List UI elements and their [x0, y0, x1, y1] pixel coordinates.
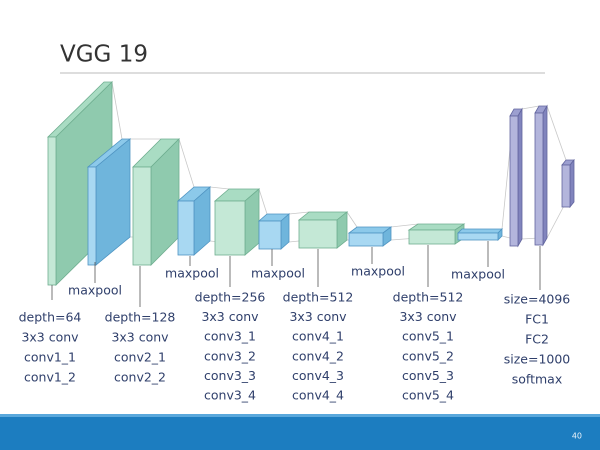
connector [258, 188, 268, 215]
layer-block [561, 158, 575, 209]
layer-block [534, 104, 548, 247]
network-diagram [47, 81, 575, 307]
layer-label: depth=512 [393, 290, 464, 305]
layer-label: depth=256 [195, 290, 266, 305]
page-number: 40 [572, 432, 582, 441]
block-top [457, 228, 503, 234]
layer-block [176, 186, 212, 256]
block-front [561, 164, 571, 208]
maxpool-label: maxpool [165, 266, 219, 281]
layer-block [457, 228, 503, 241]
block-side [244, 188, 260, 256]
block-side [517, 107, 523, 248]
maxpool-label: maxpool [451, 267, 505, 282]
block-front [348, 232, 384, 247]
connector [390, 223, 419, 228]
layer-label: FC2 [525, 332, 549, 347]
layer-label: size=1000 [504, 352, 571, 367]
footer-bar [0, 414, 600, 450]
block-front [258, 220, 282, 250]
connector [546, 201, 567, 239]
block-front [509, 115, 519, 247]
layer-label: size=4096 [504, 292, 571, 307]
maxpool-label: maxpool [251, 266, 305, 281]
slide-title: VGG 19 [60, 42, 148, 68]
block-front [132, 166, 152, 266]
block-side [569, 158, 575, 209]
layer-label: conv3_3 [204, 368, 256, 383]
layer-block [347, 226, 393, 247]
layer-label: 3x3 conv [201, 309, 259, 324]
layer-label: conv5_2 [402, 348, 454, 363]
layer-label: conv3_1 [204, 329, 256, 344]
layer-label: 3x3 conv [21, 330, 79, 345]
connector [521, 105, 540, 110]
block-front [408, 229, 456, 245]
layer-block [509, 107, 523, 248]
layer-label: conv5_1 [402, 329, 454, 344]
connector [178, 138, 195, 188]
layer-block [86, 138, 132, 266]
labels: maxpool maxpool maxpool maxpool maxpool depth… [19, 264, 571, 403]
layer-label: softmax [512, 372, 562, 387]
block-front [177, 200, 195, 256]
block-front [87, 166, 97, 266]
layer-label: FC1 [525, 312, 549, 327]
layer-label: conv3_2 [204, 348, 256, 363]
layer-label: conv5_3 [402, 368, 454, 383]
layer-label: depth=512 [283, 290, 354, 305]
layer-label: 3x3 conv [289, 309, 347, 324]
maxpool-label: maxpool [351, 264, 405, 279]
layer-label: depth=64 [19, 310, 82, 325]
maxpool-label: maxpool [68, 283, 122, 298]
layer-label: conv4_3 [292, 368, 344, 383]
connector [209, 186, 230, 190]
block-front [534, 112, 544, 246]
layer-label: conv5_4 [402, 388, 454, 403]
layer-label: conv2_2 [114, 370, 166, 385]
layer-label: conv1_1 [24, 350, 76, 365]
layer-label: depth=128 [105, 310, 176, 325]
connector [546, 105, 567, 161]
layer-label: conv1_2 [24, 370, 76, 385]
footer-accent [0, 414, 600, 417]
block-front [457, 232, 499, 241]
layer-label: conv2_1 [114, 350, 166, 365]
layer-block [297, 211, 349, 249]
layer-label: conv4_2 [292, 348, 344, 363]
connector [346, 211, 358, 228]
layer-label: conv4_4 [292, 388, 344, 403]
layer-label: 3x3 conv [111, 330, 169, 345]
layer-label: conv3_4 [204, 388, 256, 403]
block-front [214, 200, 246, 256]
layer-block [257, 213, 291, 250]
connector [111, 81, 123, 140]
block-front [298, 219, 338, 249]
block-side [542, 104, 548, 247]
layer-block [407, 223, 466, 245]
layer-label: conv4_1 [292, 329, 344, 344]
layer-label: 3x3 conv [399, 309, 457, 324]
block-front [47, 136, 57, 286]
layer-block [213, 188, 261, 256]
connector [288, 211, 310, 215]
